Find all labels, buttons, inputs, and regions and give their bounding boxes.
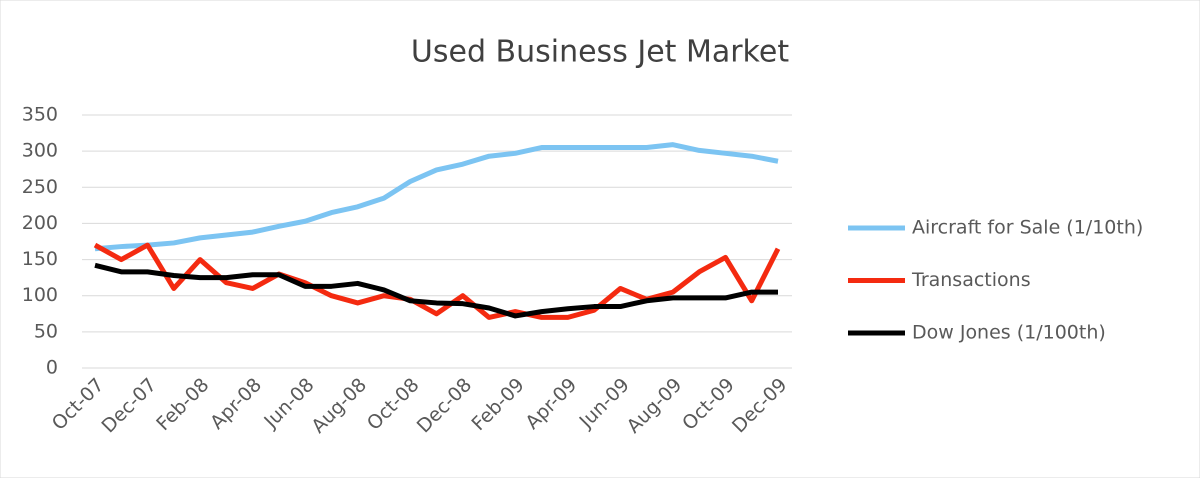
y-tick-label: 300 [22, 140, 58, 162]
y-tick-label: 200 [22, 212, 58, 234]
y-tick-label: 350 [22, 104, 58, 126]
y-tick-label: 100 [22, 284, 58, 306]
y-tick-label: 250 [22, 176, 58, 198]
y-tick-label: 50 [34, 320, 58, 342]
legend-label: Transactions [911, 269, 1031, 291]
legend-label: Aircraft for Sale (1/10th) [912, 217, 1143, 239]
chart-title: Used Business Jet Market [411, 35, 789, 70]
series-line [94, 142, 779, 252]
series-line [94, 262, 778, 319]
series-line [93, 242, 781, 320]
y-tick-label: 0 [46, 357, 58, 379]
legend-label: Dow Jones (1/100th) [912, 322, 1106, 344]
y-tick-label: 150 [22, 248, 58, 270]
